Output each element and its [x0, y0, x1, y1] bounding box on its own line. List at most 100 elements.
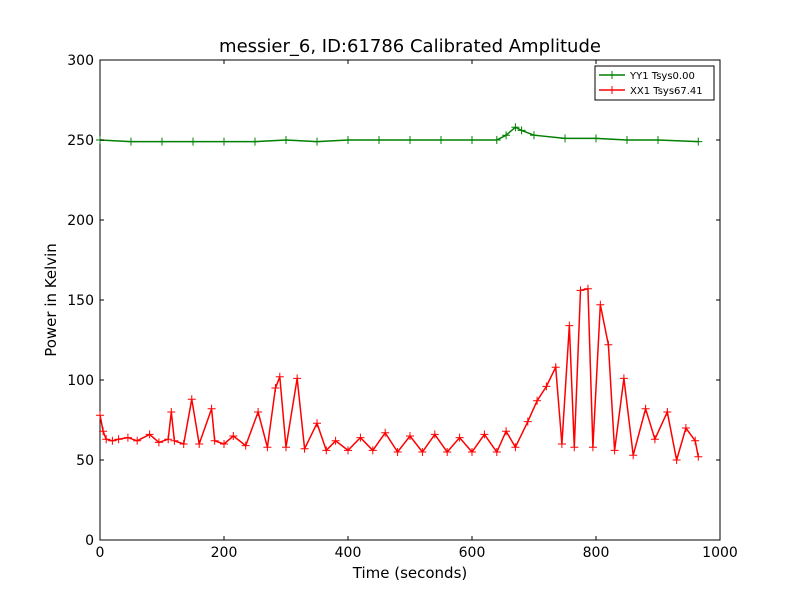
data-point	[654, 136, 662, 144]
chart-title: messier_6, ID:61786 Calibrated Amplitude	[219, 36, 601, 57]
data-point	[123, 433, 132, 442]
legend-label: XX1 Tsys67.41	[630, 86, 703, 97]
data-point	[530, 131, 538, 140]
data-point	[592, 134, 600, 143]
data-point	[542, 382, 551, 391]
data-point	[533, 396, 542, 405]
series-1	[96, 123, 703, 146]
data-point	[393, 448, 402, 456]
data-point	[443, 448, 452, 456]
data-point	[102, 435, 111, 444]
data-point	[437, 136, 445, 144]
data-point	[195, 440, 204, 448]
data-point	[145, 430, 154, 439]
data-point	[99, 427, 108, 436]
data-point	[164, 435, 173, 444]
data-point	[108, 436, 117, 445]
data-point	[271, 384, 280, 392]
data-point	[565, 321, 574, 330]
data-point	[619, 374, 628, 383]
legend-label: YY1 Tsys0.00	[629, 71, 695, 82]
x-axis-ticks: 0 200 400 600 800 1000	[96, 60, 738, 561]
data-point	[663, 408, 672, 416]
data-point	[455, 433, 464, 442]
data-point	[313, 419, 321, 428]
legend: YY1 Tsys0.00 XX1 Tsys67.41	[594, 65, 715, 101]
data-point	[576, 286, 585, 295]
data-point	[275, 372, 284, 381]
data-point	[588, 443, 597, 452]
data-point	[96, 411, 104, 420]
data-point	[170, 436, 179, 445]
x-tick-label: 200	[211, 545, 238, 561]
data-point	[300, 444, 309, 453]
data-point	[480, 430, 489, 439]
x-tick-label: 400	[335, 545, 362, 561]
y-tick-label: 300	[67, 53, 94, 69]
data-point	[381, 428, 390, 437]
data-point	[210, 436, 219, 445]
x-tick-label: 0	[96, 545, 105, 561]
data-point	[502, 131, 511, 140]
data-point	[344, 136, 352, 144]
data-point	[282, 136, 290, 144]
data-point	[207, 404, 216, 413]
y-tick-label: 0	[85, 533, 94, 549]
y-tick-label: 150	[67, 293, 94, 309]
series-layer	[96, 123, 703, 464]
x-tick-label: 600	[459, 545, 486, 561]
data-point	[375, 136, 383, 144]
y-tick-label: 200	[67, 213, 94, 229]
data-point	[681, 424, 690, 432]
data-point	[492, 136, 501, 144]
legend-box	[594, 65, 715, 101]
data-point	[254, 408, 263, 416]
data-point	[629, 451, 638, 460]
data-point	[570, 443, 579, 452]
data-point	[492, 448, 501, 456]
data-point	[430, 430, 439, 439]
data-point	[672, 456, 681, 464]
data-point	[511, 123, 520, 132]
data-point	[468, 448, 476, 456]
y-tick-label: 100	[67, 373, 94, 389]
data-point	[623, 136, 631, 144]
data-point	[418, 448, 427, 456]
data-point	[691, 436, 700, 445]
legend-marker	[608, 71, 616, 79]
data-point	[263, 443, 272, 452]
data-point	[241, 441, 250, 450]
data-point	[154, 438, 163, 447]
y-tick-label: 50	[76, 453, 94, 469]
data-point	[187, 395, 196, 404]
data-point	[406, 432, 414, 440]
data-point	[331, 436, 340, 445]
data-point	[551, 363, 560, 372]
data-point	[523, 417, 532, 426]
y-tick-label: 250	[67, 133, 94, 149]
data-point	[694, 137, 703, 146]
data-point	[517, 126, 526, 135]
data-point	[511, 443, 520, 452]
data-point	[220, 440, 228, 448]
data-point	[114, 435, 123, 444]
data-point	[557, 440, 566, 448]
data-point	[583, 284, 592, 293]
y-axis-label: Power in Kelvin	[42, 243, 60, 357]
data-point	[322, 446, 331, 455]
plot-frame	[99, 59, 721, 541]
data-point	[641, 404, 650, 413]
legend-marker	[608, 86, 616, 94]
x-tick-label: 1000	[702, 545, 738, 561]
data-point	[468, 136, 476, 144]
data-point	[604, 340, 613, 349]
data-point	[189, 137, 197, 146]
data-point	[610, 446, 619, 455]
x-tick-label: 800	[583, 545, 610, 561]
data-point	[220, 137, 228, 146]
data-point	[356, 433, 365, 442]
series-2	[96, 284, 703, 464]
x-axis-label: Time (seconds)	[352, 564, 468, 582]
data-point	[561, 134, 569, 143]
